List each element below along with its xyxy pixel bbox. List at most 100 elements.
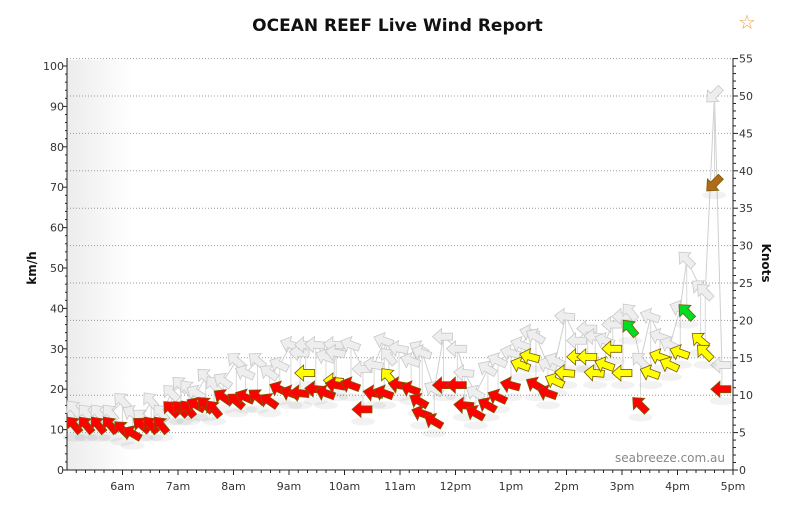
gust-arrow [102, 404, 120, 424]
gust-arrow [525, 328, 547, 345]
gust-arrow [315, 347, 337, 365]
arrow-shadow [583, 381, 608, 390]
arrow-shadow [120, 441, 145, 450]
arrow-shadow [431, 393, 456, 402]
avg-wind-arrow-yellow [669, 343, 691, 361]
avg-wind-arrow-yellow [594, 356, 616, 373]
gust-arrow [453, 364, 475, 382]
arrow-shadow [193, 413, 218, 422]
arrow-shadow [536, 401, 560, 410]
x-tick-label: 11am [384, 480, 415, 493]
avg-wind-arrow-brown [706, 173, 724, 192]
x-tick-label: 6am [110, 480, 134, 493]
right-tick-label: 25 [739, 277, 753, 290]
avg-wind-arrow-yellow [697, 344, 715, 363]
avg-wind-arrow-yellow [576, 347, 598, 366]
right-tick-label: 45 [739, 127, 753, 140]
right-tick-label: 5 [739, 427, 746, 440]
left-tick-label: 80 [50, 141, 64, 154]
arrow-shadow [338, 393, 363, 402]
gust-arrow [235, 364, 256, 381]
arrow-shadow [110, 437, 135, 446]
gust-arrow [411, 343, 433, 361]
arrow-shadow [149, 433, 174, 442]
x-tick-label: 4pm [665, 480, 690, 493]
right-tick-label: 55 [739, 53, 753, 66]
arrow-shadow [351, 417, 375, 426]
right-tick-label: 50 [739, 90, 753, 103]
left-tick-label: 20 [50, 383, 64, 396]
arrow-shadow [168, 417, 193, 426]
left-tick-label: 10 [50, 424, 64, 437]
gust-arrow [340, 335, 362, 353]
avg-wind-arrow-red [424, 413, 445, 430]
right-tick-label: 30 [739, 240, 753, 253]
avg-wind-arrow-yellow [611, 364, 633, 382]
arrow-shadow [618, 336, 643, 345]
avg-wind-arrow-green [622, 319, 640, 339]
arrow-shadow [658, 372, 683, 381]
left-tick-label: 30 [50, 343, 64, 356]
arrow-shadow [98, 433, 123, 442]
right-tick-label: 35 [739, 202, 753, 215]
avg-wind-arrow-red [373, 384, 395, 402]
gust-arrow [351, 360, 373, 378]
x-tick-label: 5pm [721, 480, 746, 493]
arrow-shadow [638, 381, 663, 390]
avg-wind-arrow-red [288, 384, 310, 402]
arrow-shadow [288, 401, 313, 410]
arrow-shadow [610, 381, 635, 390]
gust-arrow [678, 251, 697, 270]
gust-arrow [387, 339, 410, 358]
avg-wind-arrow-red [315, 384, 337, 402]
right-tick-label: 20 [739, 314, 753, 327]
gust-arrow [499, 343, 522, 362]
avg-wind-arrow-yellow [659, 356, 681, 373]
avg-wind-arrow-red [400, 380, 422, 398]
avg-wind-arrow-red [632, 397, 650, 415]
x-tick-label: 7am [166, 480, 190, 493]
gust-arrow [213, 372, 234, 390]
right-tick-label: 15 [739, 352, 753, 365]
arrow-shadow [245, 405, 270, 414]
arrow-shadow [224, 409, 249, 418]
right-tick-label: 0 [739, 464, 746, 477]
arrow-shadow [445, 393, 470, 402]
avg-wind-arrow-red [409, 392, 430, 410]
left-tick-label: 70 [50, 181, 64, 194]
avg-wind-arrow-red [537, 384, 559, 402]
avg-wind-arrow-red [153, 416, 171, 436]
gust-arrow [362, 355, 385, 374]
left-tick-label: 60 [50, 222, 64, 235]
arrow-shadow [139, 433, 164, 442]
gust-arrow [601, 315, 623, 334]
gust-arrow [510, 335, 532, 353]
arrow-shadow [176, 417, 201, 426]
avg-wind-arrow-red [465, 404, 486, 422]
chart-title: OCEAN REEF Live Wind Report [252, 16, 543, 36]
avg-wind-arrow-red [445, 376, 467, 395]
arrow-shadow [62, 433, 87, 442]
star-outline-icon[interactable]: ☆ [738, 10, 756, 34]
gust-arrow [710, 356, 732, 374]
gust-arrow [445, 339, 467, 358]
avg-wind-arrow-yellow [554, 364, 576, 382]
avg-wind-arrow-yellow [519, 347, 541, 366]
gust-arrow [400, 352, 422, 369]
gust-arrow [431, 327, 453, 346]
arrow-shadow [709, 397, 734, 406]
x-tick-label: 8am [221, 480, 245, 493]
arrow-shadow [86, 433, 111, 442]
arrow-shadow [257, 409, 282, 418]
arrow-shadow [202, 417, 227, 426]
x-tick-label: 12pm [440, 480, 472, 493]
arrow-shadow [422, 429, 447, 438]
right-axis-label: Knots [759, 244, 773, 283]
avg-wind-arrow-red [487, 388, 509, 405]
avg-wind-arrow-red [260, 393, 280, 410]
left-axis-label: km/h [25, 251, 39, 284]
arrow-shadow [278, 401, 303, 410]
avg-wind-arrow-red [351, 400, 373, 419]
x-tick-label: 3pm [610, 480, 635, 493]
